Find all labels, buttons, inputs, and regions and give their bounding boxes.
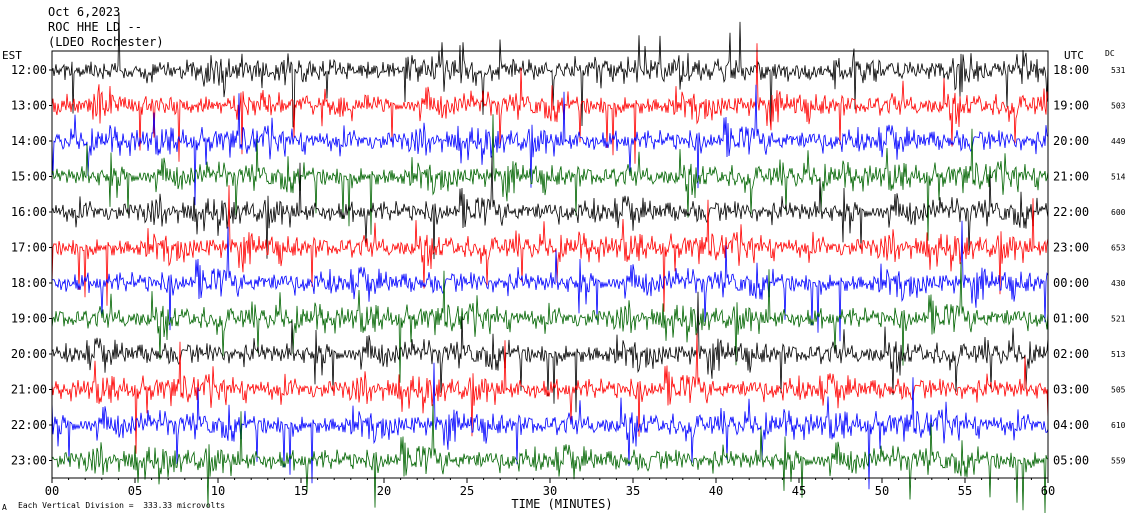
dc-offset-label: 521: [1111, 315, 1126, 324]
trace-line: [51, 220, 1049, 342]
est-tick-label: 21:00: [11, 383, 47, 397]
utc-tick-label: 00:00: [1053, 276, 1089, 290]
x-tick-label: 40: [709, 484, 723, 498]
chart-labels: 12:00 18:00 531 13:00 19:00 503 14:00 20:00 449 1…: [11, 63, 1126, 511]
est-tick-label: 17:00: [11, 241, 47, 255]
utc-tick-label: 02:00: [1053, 347, 1089, 361]
dc-offset-label: 531: [1111, 66, 1126, 75]
utc-tick-label: 20:00: [1053, 134, 1089, 148]
dc-header-label: DC: [1105, 49, 1115, 58]
utc-tick-label: 19:00: [1053, 99, 1089, 113]
x-tick-label: 60: [1041, 484, 1055, 498]
trace-line: [51, 404, 1049, 514]
x-tick-label: 50: [875, 484, 889, 498]
x-tick-label: 30: [543, 484, 557, 498]
x-tick-label: 05: [128, 484, 142, 498]
dc-offset-label: 513: [1111, 350, 1126, 359]
dc-offset-label: 610: [1111, 421, 1126, 430]
dc-offset-label: 449: [1111, 137, 1126, 146]
header-date: Oct 6,2023: [48, 5, 121, 19]
x-tick-label: 15: [294, 484, 308, 498]
trace-line: [51, 262, 1049, 383]
dc-offset-label: 503: [1111, 102, 1126, 111]
trace-line: [51, 12, 1049, 128]
x-tick-label: 45: [792, 484, 806, 498]
x-tick-label: 00: [45, 484, 59, 498]
dc-offset-label: 430: [1111, 279, 1126, 288]
est-tick-label: 18:00: [11, 276, 47, 290]
trace-line: [51, 291, 1049, 413]
dc-offset-label: 600: [1111, 208, 1126, 217]
utc-tick-label: 21:00: [1053, 170, 1089, 184]
est-tick-label: 20:00: [11, 347, 47, 361]
seismogram-traces: [51, 12, 1049, 514]
x-tick-label: 25: [460, 484, 474, 498]
x-tick-label: 20: [377, 484, 391, 498]
trace-line: [51, 43, 1049, 164]
header-station: ROC HHE LD --: [48, 20, 142, 34]
trace-line: [51, 362, 1049, 490]
est-tick-label: 19:00: [11, 312, 47, 326]
x-axis-label: TIME (MINUTES): [511, 497, 612, 511]
est-tick-label: 12:00: [11, 63, 47, 77]
utc-tick-label: 01:00: [1053, 312, 1089, 326]
utc-tick-label: 22:00: [1053, 205, 1089, 219]
utc-tick-label: 04:00: [1053, 418, 1089, 432]
scale-marker: A: [2, 503, 7, 512]
trace-line: [51, 333, 1049, 454]
x-tick-label: 35: [626, 484, 640, 498]
dc-offset-label: 653: [1111, 244, 1126, 253]
dc-offset-label: 514: [1111, 173, 1126, 182]
header-location: (LDEO Rochester): [48, 35, 164, 49]
trace-line: [51, 84, 1049, 206]
x-tick-label: 55: [958, 484, 972, 498]
est-tick-label: 15:00: [11, 170, 47, 184]
dc-offset-label: 505: [1111, 386, 1126, 395]
utc-tick-label: 03:00: [1053, 383, 1089, 397]
trace-line: [51, 114, 1049, 241]
est-tick-label: 23:00: [11, 454, 47, 468]
dc-offset-label: 559: [1111, 457, 1126, 466]
left-timezone-label: EST: [2, 49, 22, 62]
right-timezone-label: UTC: [1064, 49, 1084, 62]
x-tick-label: 10: [211, 484, 225, 498]
trace-line: [51, 185, 1049, 312]
utc-tick-label: 05:00: [1053, 454, 1089, 468]
utc-tick-label: 23:00: [1053, 241, 1089, 255]
scale-note: Each Vertical Division = 333.33 microvol…: [18, 501, 226, 510]
utc-tick-label: 18:00: [1053, 63, 1089, 77]
est-tick-label: 13:00: [11, 99, 47, 113]
est-tick-label: 22:00: [11, 418, 47, 432]
trace-line: [51, 155, 1049, 260]
est-tick-label: 16:00: [11, 205, 47, 219]
est-tick-label: 14:00: [11, 134, 47, 148]
